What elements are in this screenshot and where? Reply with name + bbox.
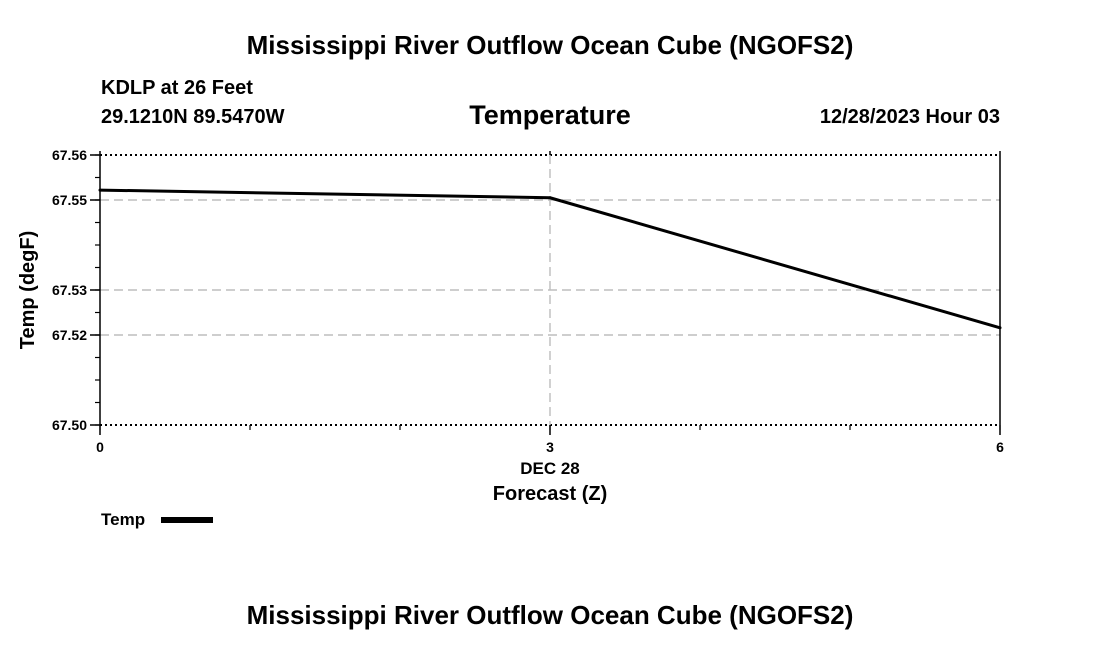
x-date-label: DEC 28	[520, 459, 580, 478]
footer-title: Mississippi River Outflow Ocean Cube (NG…	[246, 600, 854, 630]
x-axis-label: Forecast (Z)	[493, 483, 607, 505]
legend-swatch	[161, 517, 213, 523]
data-point	[548, 196, 552, 200]
legend-label: Temp	[101, 510, 146, 529]
x-tick-label: 6	[996, 439, 1004, 455]
chart-title: Mississippi River Outflow Ocean Cube (NG…	[246, 30, 854, 60]
y-tick-label: 67.50	[52, 417, 87, 433]
station-label: KDLP at 26 Feet	[101, 77, 253, 99]
forecast-datetime: 12/28/2023 Hour 03	[819, 106, 1000, 128]
variable-title: Temperature	[469, 100, 631, 130]
y-tick-label: 67.53	[52, 282, 87, 298]
station-coordinates: 29.1210N 89.5470W	[101, 106, 285, 128]
y-tick-label: 67.52	[52, 327, 87, 343]
x-tick-label: 3	[546, 439, 554, 455]
x-tick-label: 0	[96, 439, 104, 455]
data-point	[98, 188, 102, 192]
y-tick-label: 67.56	[52, 147, 87, 163]
y-tick-label: 67.55	[52, 192, 87, 208]
y-axis-label: Temp (degF)	[17, 231, 39, 350]
data-point	[998, 326, 1002, 330]
